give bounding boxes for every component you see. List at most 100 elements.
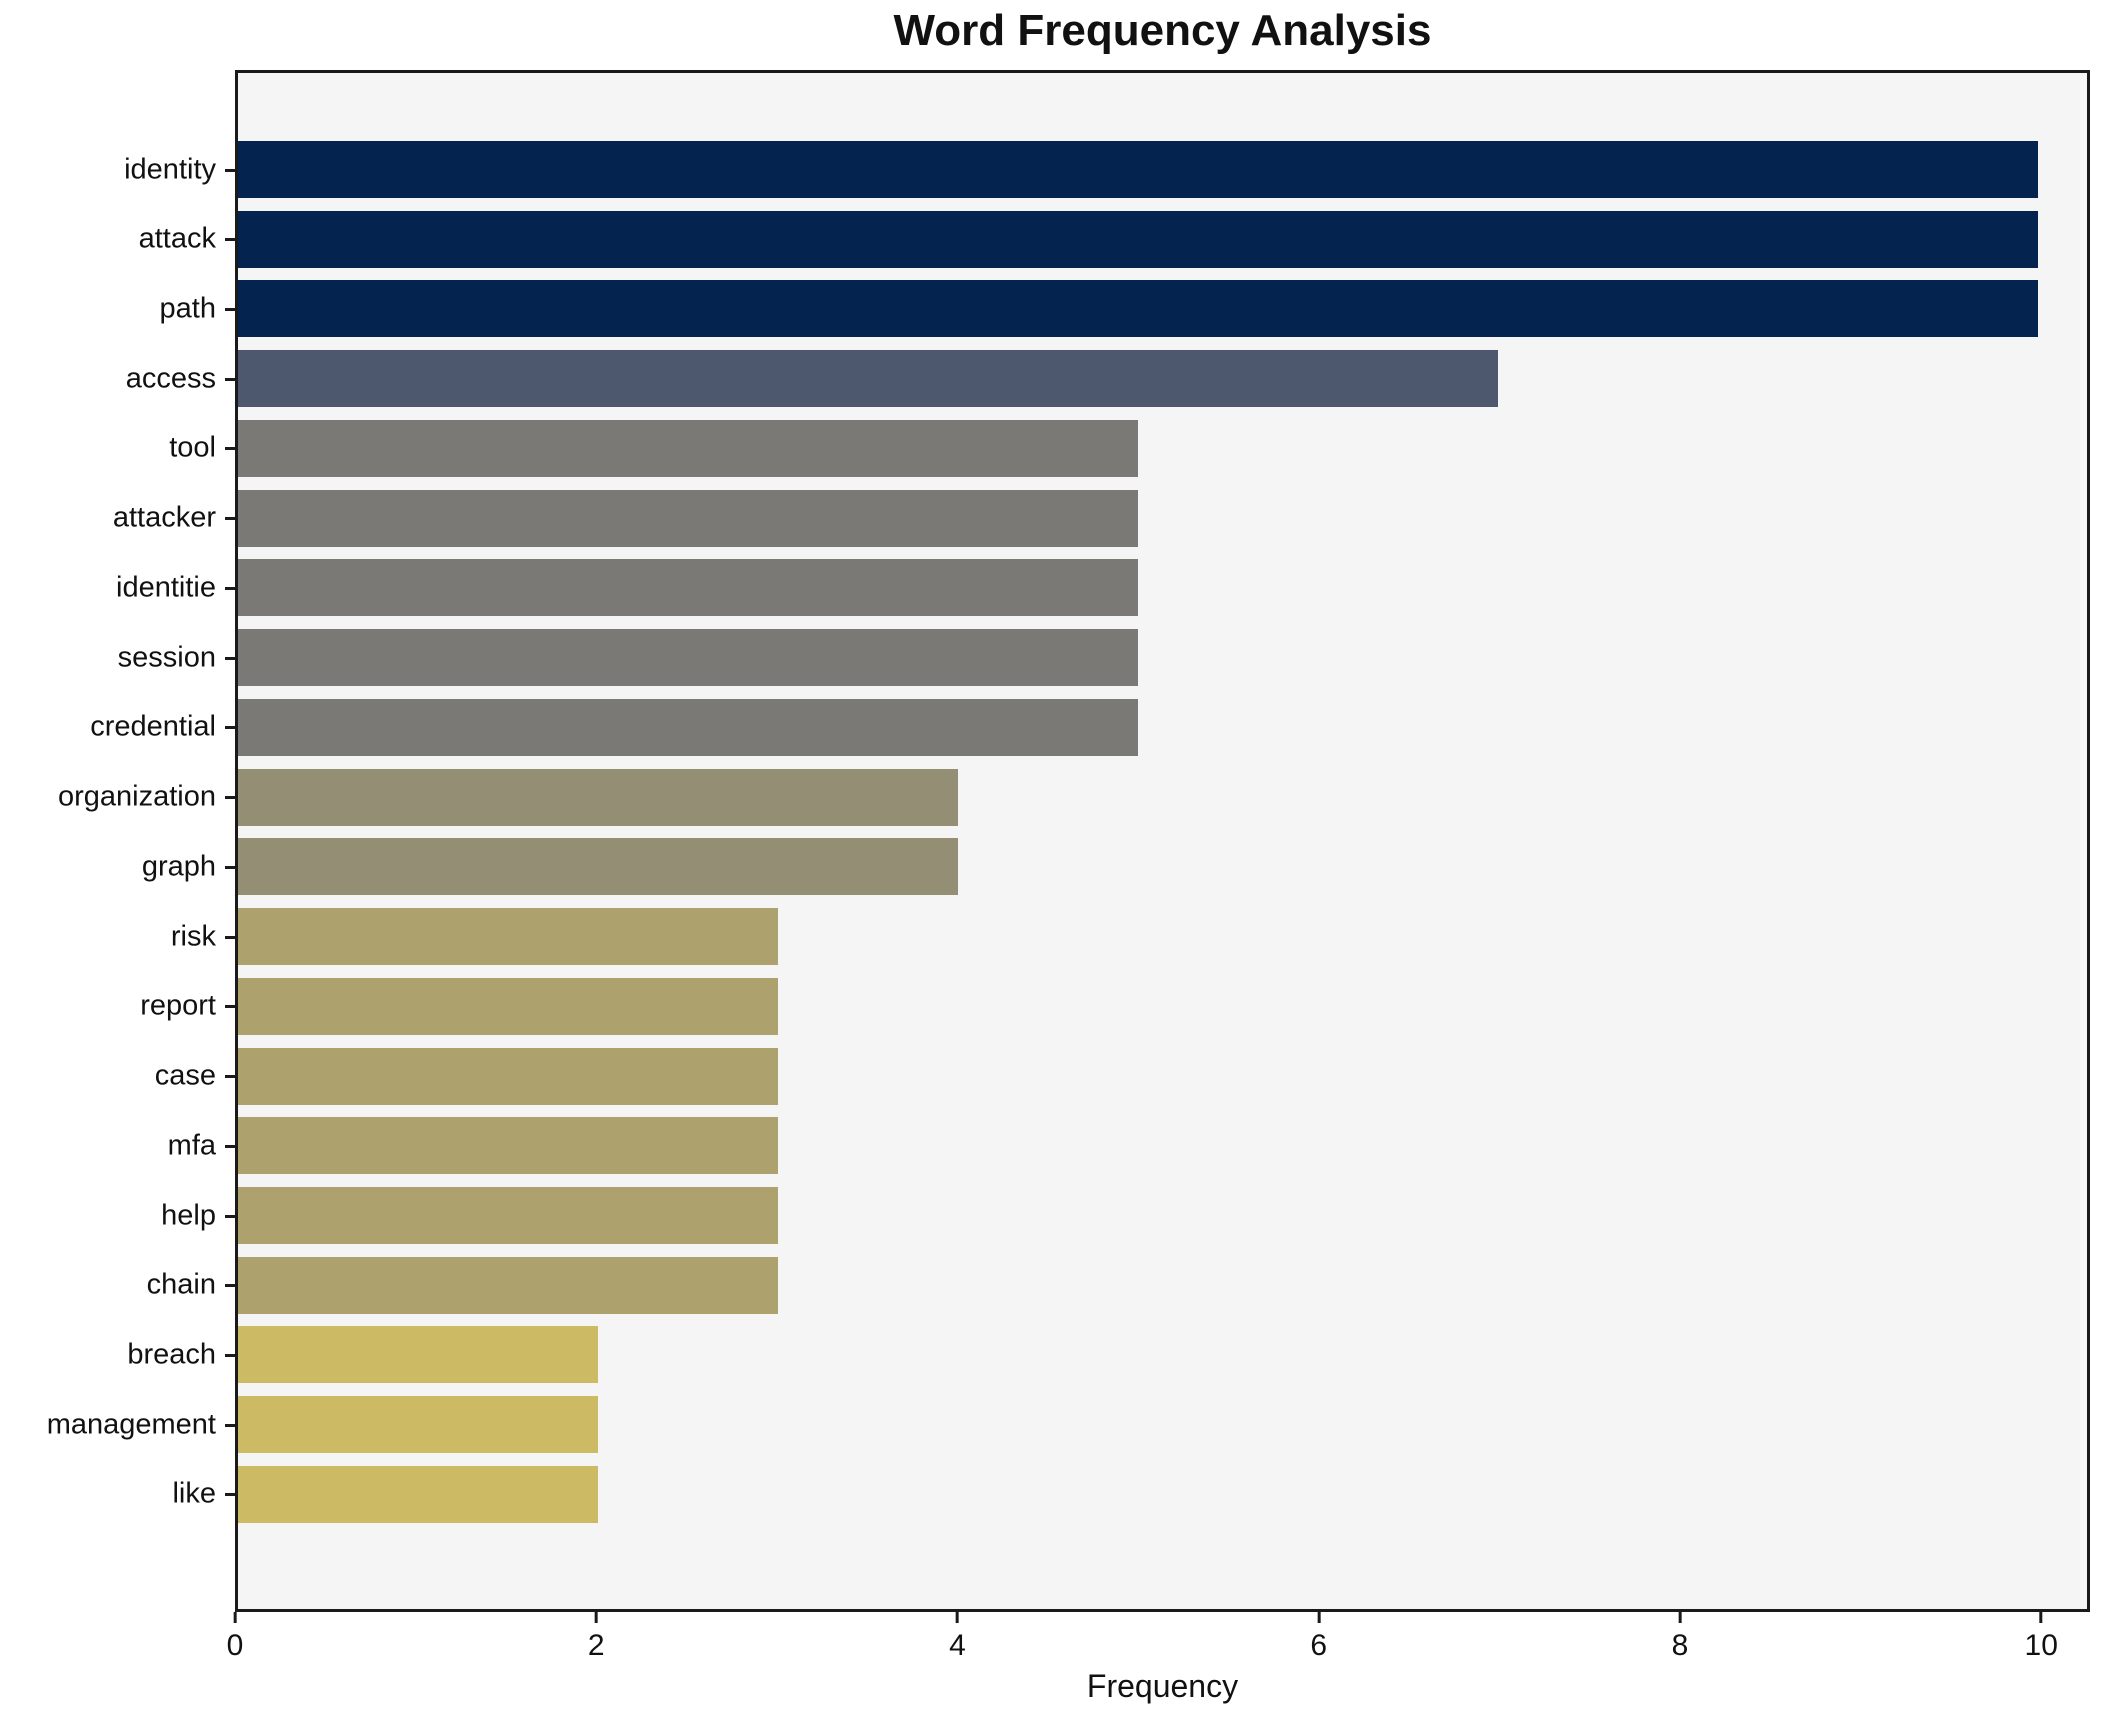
frequency-bar bbox=[238, 1117, 779, 1175]
bar-row: attack bbox=[139, 210, 2087, 268]
y-tick-label: management bbox=[46, 1408, 216, 1441]
y-tick-mark bbox=[225, 1214, 235, 1218]
bar-row: attacker bbox=[113, 489, 2087, 547]
y-tick-label: chain bbox=[146, 1268, 216, 1301]
bar-row: help bbox=[161, 1187, 2087, 1245]
frequency-bar bbox=[238, 1187, 779, 1245]
bar-row: management bbox=[47, 1396, 2087, 1454]
frequency-bar bbox=[238, 629, 1139, 687]
x-tick-mark bbox=[955, 1612, 959, 1623]
frequency-bar bbox=[238, 1256, 779, 1314]
y-tick-label: identitie bbox=[116, 571, 216, 604]
frequency-bar bbox=[238, 1047, 779, 1105]
y-tick-mark bbox=[225, 935, 235, 939]
y-tick-label: like bbox=[172, 1477, 216, 1510]
x-tick-label: 4 bbox=[949, 1629, 966, 1662]
x-tick: 10 bbox=[2025, 1612, 2058, 1663]
y-tick-mark bbox=[225, 656, 235, 660]
y-tick-mark bbox=[225, 168, 235, 172]
y-tick-mark bbox=[225, 377, 235, 381]
y-tick-label: identity bbox=[124, 153, 216, 185]
plot-area: identity attack path access tool attacker iden… bbox=[47, 70, 2090, 1612]
x-tick-label: 10 bbox=[2024, 1629, 2058, 1662]
x-tick-label: 8 bbox=[1671, 1629, 1689, 1662]
bar-row: organization bbox=[58, 768, 2087, 826]
bar-row: access bbox=[126, 350, 2087, 408]
y-tick-label: attack bbox=[138, 222, 216, 255]
x-axis: 0 2 4 6 8 10 bbox=[227, 1612, 2090, 1712]
frequency-bar bbox=[238, 768, 959, 826]
bar-row: chain bbox=[147, 1256, 2087, 1314]
frequency-bar bbox=[238, 908, 779, 966]
x-tick-label: 0 bbox=[226, 1629, 244, 1662]
bar-row: identitie bbox=[116, 559, 2087, 617]
bar-row: path bbox=[160, 280, 2087, 338]
bar-row: report bbox=[140, 977, 2087, 1035]
frequency-bar bbox=[238, 419, 1139, 477]
y-tick-label: credential bbox=[90, 710, 216, 743]
x-tick: 4 bbox=[949, 1612, 966, 1663]
frequency-bar bbox=[238, 210, 2039, 268]
y-tick-mark bbox=[225, 1284, 235, 1288]
x-tick: 8 bbox=[1671, 1612, 1689, 1663]
frequency-bar bbox=[238, 698, 1139, 756]
frequency-bar bbox=[238, 838, 959, 896]
x-tick: 2 bbox=[588, 1612, 605, 1663]
x-tick-label: 6 bbox=[1310, 1629, 1328, 1662]
y-tick-label: report bbox=[140, 989, 216, 1022]
y-tick-mark bbox=[225, 1005, 235, 1009]
y-tick-mark bbox=[225, 1493, 235, 1497]
x-tick: 0 bbox=[226, 1612, 244, 1663]
frequency-bar bbox=[238, 350, 1499, 408]
y-tick-label: case bbox=[154, 1059, 216, 1092]
bar-row: mfa bbox=[168, 1117, 2087, 1175]
bar-row: graph bbox=[142, 838, 2087, 896]
x-tick: 6 bbox=[1310, 1612, 1327, 1663]
frequency-bar bbox=[238, 1326, 599, 1384]
bars-container: identity attack path access tool attacker iden… bbox=[47, 73, 2087, 1609]
y-tick-mark bbox=[225, 796, 235, 800]
y-tick-mark bbox=[225, 726, 235, 730]
y-tick-label: mfa bbox=[167, 1129, 216, 1162]
x-tick-label: 2 bbox=[587, 1629, 605, 1662]
bar-row: risk bbox=[171, 908, 2087, 966]
y-tick-mark bbox=[225, 447, 235, 451]
x-tick-mark bbox=[1317, 1612, 1321, 1623]
x-tick-mark bbox=[2039, 1612, 2043, 1623]
y-tick-mark bbox=[225, 586, 235, 590]
frequency-bar bbox=[238, 1396, 599, 1454]
frequency-bar bbox=[238, 280, 2039, 338]
y-tick-label: path bbox=[159, 292, 216, 325]
frequency-bar bbox=[238, 141, 2039, 198]
y-tick-label: session bbox=[117, 641, 216, 674]
x-tick-mark bbox=[594, 1612, 598, 1623]
frequency-bar bbox=[238, 977, 779, 1035]
bar-row: credential bbox=[90, 698, 2087, 756]
bar-row: identity bbox=[124, 141, 2087, 198]
y-tick-mark bbox=[225, 307, 235, 311]
y-tick-label: risk bbox=[170, 920, 216, 953]
x-axis-label: Frequency bbox=[1086, 1668, 1239, 1704]
y-tick-mark bbox=[225, 865, 235, 869]
y-tick-label: breach bbox=[127, 1338, 216, 1371]
chart-title: Word Frequency Analysis bbox=[893, 6, 1432, 55]
y-tick-label: tool bbox=[169, 431, 216, 464]
y-tick-mark bbox=[225, 517, 235, 521]
x-tick-mark bbox=[1678, 1612, 1682, 1623]
y-tick-mark bbox=[225, 1144, 235, 1148]
y-tick-label: organization bbox=[58, 780, 216, 813]
bar-row: breach bbox=[127, 1326, 2087, 1384]
bar-row: session bbox=[118, 629, 2087, 687]
y-tick-label: attacker bbox=[112, 501, 216, 534]
y-tick-label: help bbox=[161, 1199, 216, 1232]
bar-row: case bbox=[155, 1047, 2087, 1105]
y-tick-mark bbox=[225, 238, 235, 242]
frequency-bar bbox=[238, 1465, 599, 1523]
y-tick-label: access bbox=[125, 362, 216, 395]
bar-row: like bbox=[172, 1465, 2087, 1523]
y-tick-label: graph bbox=[141, 850, 216, 883]
bar-row: tool bbox=[169, 419, 2087, 477]
y-tick-mark bbox=[225, 1353, 235, 1357]
x-tick-mark bbox=[233, 1612, 237, 1623]
